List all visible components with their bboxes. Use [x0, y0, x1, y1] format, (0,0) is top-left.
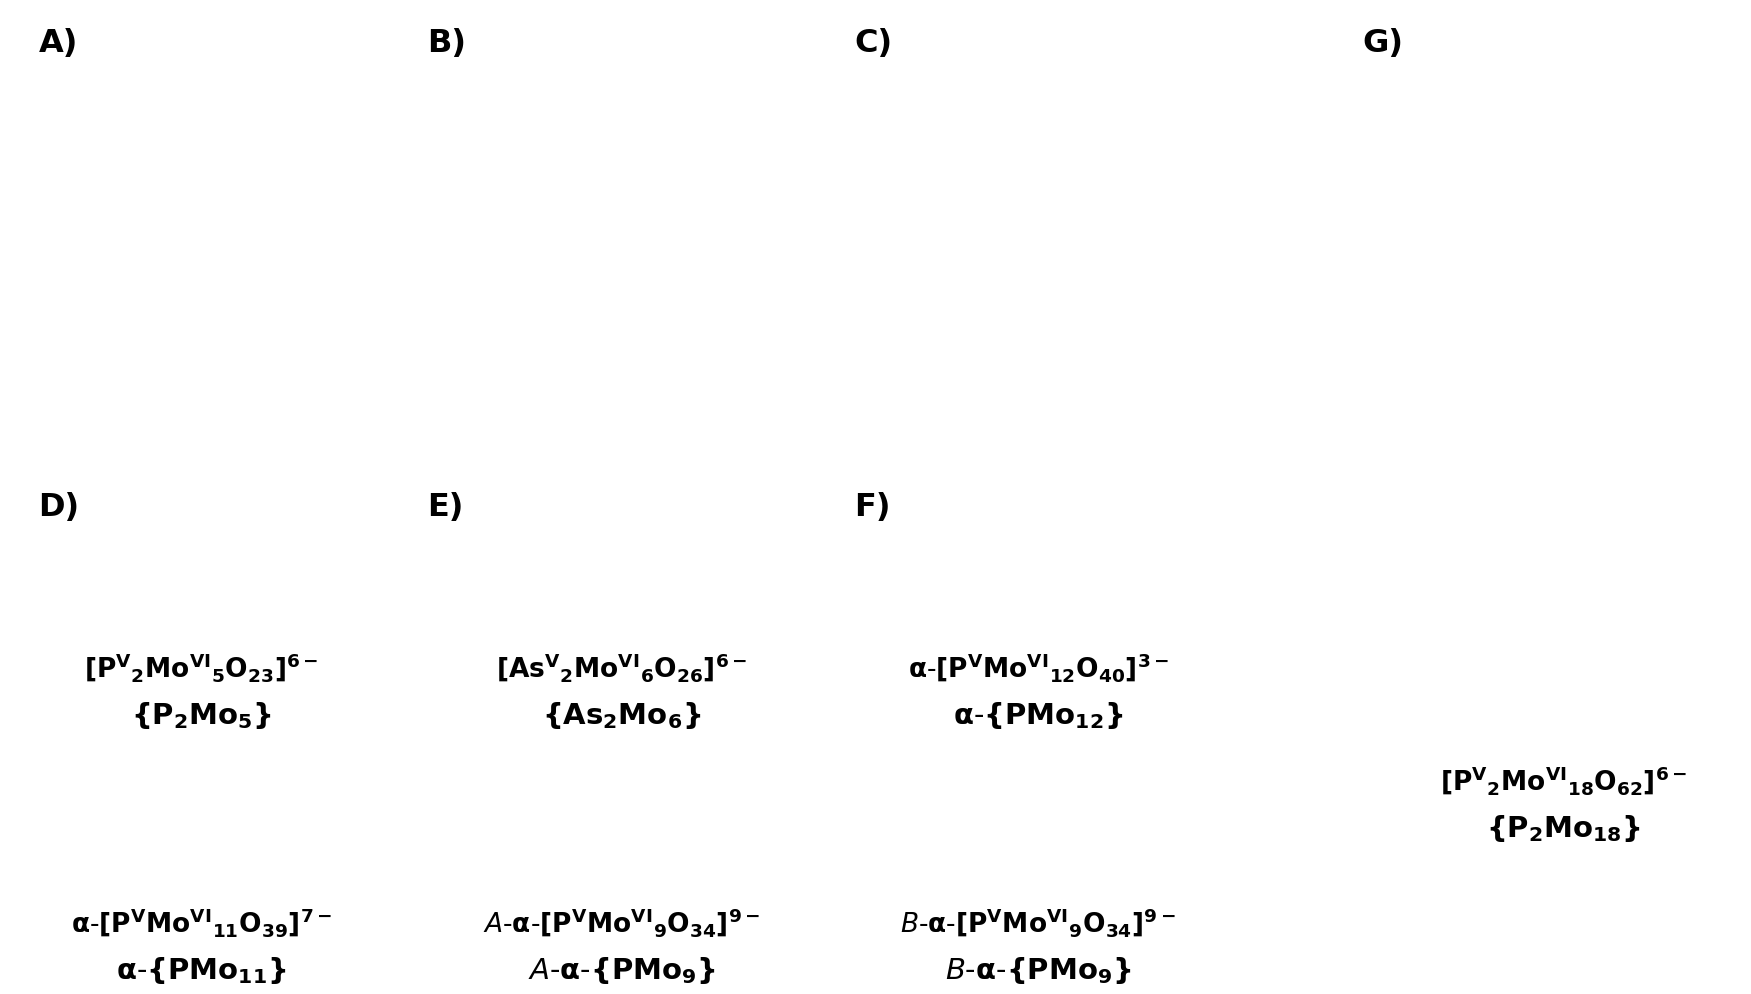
Text: $\mathbf{[As^V{}_2Mo^{VI}{}_6O_{26}]^{6-}}$: $\mathbf{[As^V{}_2Mo^{VI}{}_6O_{26}]^{6-…	[496, 652, 748, 684]
Text: D): D)	[39, 492, 79, 523]
Text: $\mathbf{\alpha\text{-}[P^VMo^{VI}{}_{11}O_{39}]^{7-}}$: $\mathbf{\alpha\text{-}[P^VMo^{VI}{}_{11…	[70, 907, 333, 938]
Text: A): A)	[39, 28, 77, 59]
Text: $\mathit{B}\mathbf{\text{-}\alpha\text{-}[P^VMo^{VI}{}_9O_{34}]^{9-}}$: $\mathit{B}\mathbf{\text{-}\alpha\text{-…	[900, 907, 1177, 938]
Text: $\mathbf{\{As_2Mo_6\}}$: $\mathbf{\{As_2Mo_6\}}$	[543, 700, 700, 732]
Text: $\mathit{B}\mathbf{\text{-}\alpha\text{-}\{PMo_9\}}$: $\mathit{B}\mathbf{\text{-}\alpha\text{-…	[946, 954, 1131, 986]
Text: $\mathit{A}\mathbf{\text{-}\alpha\text{-}\{PMo_9\}}$: $\mathit{A}\mathbf{\text{-}\alpha\text{-…	[527, 954, 716, 986]
Text: C): C)	[854, 28, 893, 59]
Text: $\mathbf{\alpha\text{-}\{PMo_{11}\}}$: $\mathbf{\alpha\text{-}\{PMo_{11}\}}$	[116, 954, 287, 986]
Text: $\mathbf{[P^V{}_2Mo^{VI}{}_{18}O_{62}]^{6-}}$: $\mathbf{[P^V{}_2Mo^{VI}{}_{18}O_{62}]^{…	[1439, 764, 1688, 796]
Text: $\mathit{A}\mathbf{\text{-}\alpha\text{-}[P^VMo^{VI}{}_9O_{34}]^{9-}}$: $\mathit{A}\mathbf{\text{-}\alpha\text{-…	[483, 907, 760, 938]
Text: $\mathbf{[P^V{}_2Mo^{VI}{}_5O_{23}]^{6-}}$: $\mathbf{[P^V{}_2Mo^{VI}{}_5O_{23}]^{6-}…	[84, 652, 319, 684]
Text: B): B)	[427, 28, 466, 59]
Text: $\mathbf{\alpha\text{-}[P^VMo^{VI}{}_{12}O_{40}]^{3-}}$: $\mathbf{\alpha\text{-}[P^VMo^{VI}{}_{12…	[907, 652, 1170, 684]
Text: E): E)	[427, 492, 464, 523]
Text: $\mathbf{\alpha\text{-}\{PMo_{12}\}}$: $\mathbf{\alpha\text{-}\{PMo_{12}\}}$	[953, 700, 1124, 732]
Text: G): G)	[1362, 28, 1403, 59]
Text: $\mathbf{\{P_2Mo_{18}\}}$: $\mathbf{\{P_2Mo_{18}\}}$	[1487, 812, 1641, 844]
Text: $\mathbf{\{P_2Mo_5\}}$: $\mathbf{\{P_2Mo_5\}}$	[131, 700, 271, 732]
Text: F): F)	[854, 492, 891, 523]
